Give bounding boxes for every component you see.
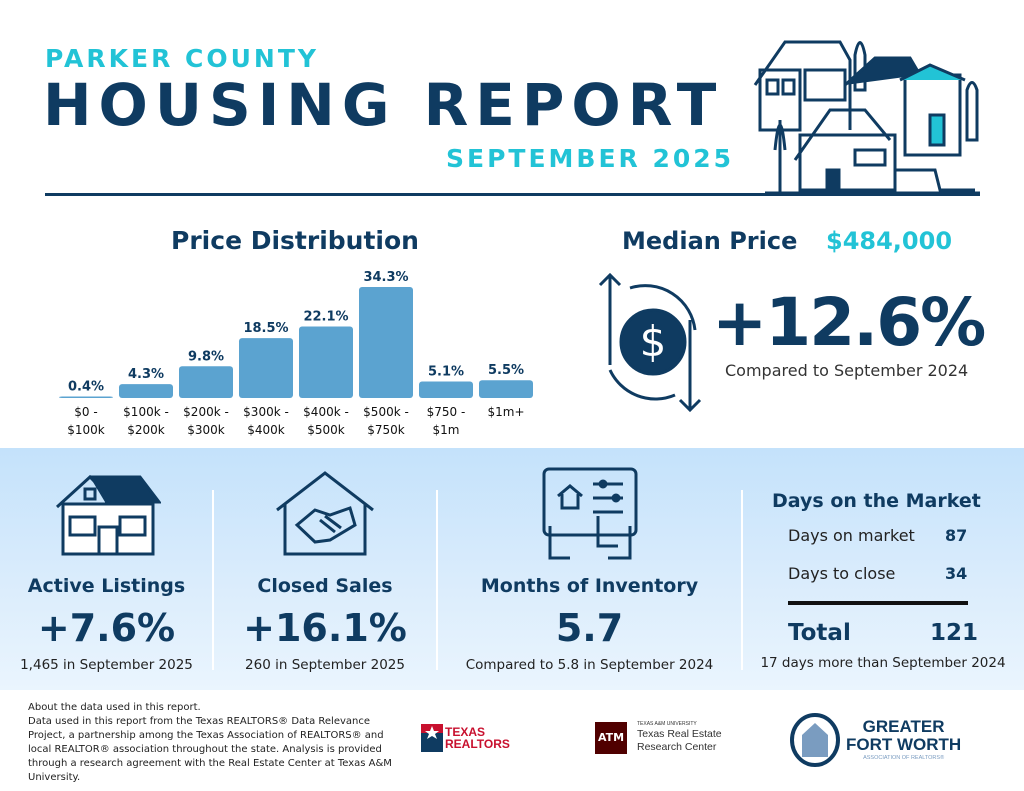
- bar: [179, 366, 233, 398]
- months-inventory-sub: Compared to 5.8 in September 2024: [465, 657, 714, 673]
- days-on-market-value: 87: [945, 526, 968, 545]
- logo-text: TEXAS A&M UNIVERSITY: [637, 721, 697, 727]
- price-distribution-title: Price Distribution: [171, 226, 419, 255]
- report-month: SEPTEMBER 2025: [446, 144, 735, 173]
- total-divider: [788, 601, 968, 605]
- logo-text: Texas Real Estate: [637, 728, 722, 740]
- bar: [299, 326, 353, 398]
- median-price-label: Median Price: [622, 227, 798, 255]
- days-on-market-title: Days on the Market: [772, 490, 981, 512]
- gfw-emblem-icon: [790, 713, 840, 767]
- handshake-house-icon: [276, 471, 374, 556]
- category-label: $0 -: [74, 405, 97, 419]
- total-value: 121: [930, 620, 979, 646]
- logo-text: FORT WORTH: [846, 735, 962, 754]
- tamu-emblem-icon: ATM: [595, 721, 627, 754]
- bar-value-label: 0.4%: [68, 380, 104, 395]
- texas-realtors-emblem-icon: [421, 724, 443, 752]
- tamu-logo: ATM TEXAS A&M UNIVERSITY Texas Real Esta…: [595, 721, 722, 754]
- divider: [741, 490, 743, 670]
- bar-value-label: 22.1%: [303, 309, 348, 324]
- category-label: $100k: [67, 423, 105, 437]
- bar: [359, 287, 413, 398]
- months-inventory-label: Months of Inventory: [480, 575, 699, 597]
- median-price-compare: Compared to September 2024: [725, 361, 969, 380]
- house-icon: [55, 474, 161, 556]
- logo-text: ASSOCIATION OF REALTORS®: [863, 755, 945, 761]
- bar-value-label: 4.3%: [128, 367, 164, 382]
- days-on-market-label: Days on market: [788, 526, 915, 545]
- tablet-icon: [542, 467, 638, 560]
- total-sub: 17 days more than September 2024: [760, 655, 1006, 671]
- logo-text: TEXAS: [445, 725, 486, 739]
- logo-text: GREATER: [862, 717, 945, 736]
- days-to-close-value: 34: [945, 564, 968, 583]
- category-label: $1m: [433, 423, 460, 437]
- active-listings-sub: 1,465 in September 2025: [20, 657, 193, 673]
- bar-value-label: 5.1%: [428, 364, 464, 379]
- bar-value-label: 18.5%: [243, 321, 288, 336]
- closed-sales-sub: 260 in September 2025: [245, 657, 405, 673]
- report-title: HOUSING REPORT: [43, 71, 724, 139]
- category-label: $400k: [247, 423, 285, 437]
- stats-panel: [0, 448, 1024, 690]
- header-divider: [45, 193, 980, 196]
- disclaimer-heading: About the data used in this report.: [28, 702, 201, 713]
- category-label: $1m+: [487, 405, 524, 419]
- category-label: $500k: [307, 423, 345, 437]
- closed-sales-value: +16.1%: [243, 606, 407, 650]
- bar-value-label: 34.3%: [363, 270, 408, 285]
- days-to-close-label: Days to close: [788, 564, 896, 583]
- bar: [479, 380, 533, 398]
- logo-text: Research Center: [637, 741, 717, 753]
- houses-illustration-icon: [753, 40, 980, 195]
- logo-text: REALTORS: [445, 737, 510, 751]
- bar: [119, 384, 173, 398]
- gfw-logo: GREATER FORT WORTH ASSOCIATION OF REALTO…: [790, 713, 961, 767]
- median-price-value: $484,000: [826, 227, 953, 255]
- category-label: $100k -: [123, 405, 169, 419]
- bar-value-label: 9.8%: [188, 349, 224, 364]
- bar: [239, 338, 293, 398]
- divider: [436, 490, 438, 670]
- texas-realtors-logo: TEXAS REALTORS: [421, 724, 510, 752]
- active-listings-label: Active Listings: [27, 575, 186, 597]
- category-label: $200k: [127, 423, 165, 437]
- months-inventory-value: 5.7: [555, 606, 624, 650]
- svg-text:$: $: [640, 317, 667, 366]
- category-label: $300k -: [243, 405, 289, 419]
- price-distribution-chart: 0.4% $0 - $100k 4.3% $100k - $200k 9.8% $200k -…: [59, 270, 533, 437]
- disclaimer-body: Data used in this report from the Texas …: [28, 716, 392, 783]
- closed-sales-label: Closed Sales: [257, 575, 393, 597]
- data-disclaimer: About the data used in this report. Data…: [28, 701, 408, 785]
- category-label: $750k: [367, 423, 405, 437]
- active-listings-value: +7.6%: [37, 606, 176, 650]
- dollar-exchange-icon: $: [598, 272, 702, 413]
- county-name: PARKER COUNTY: [45, 44, 320, 73]
- category-label: $300k: [187, 423, 225, 437]
- bar-value-label: 5.5%: [488, 363, 524, 378]
- category-label: $200k -: [183, 405, 229, 419]
- median-price-change: +12.6%: [712, 284, 986, 361]
- category-label: $500k -: [363, 405, 409, 419]
- total-label: Total: [788, 620, 851, 646]
- divider: [212, 490, 214, 670]
- category-label: $750 -: [427, 405, 466, 419]
- category-label: $400k -: [303, 405, 349, 419]
- bar: [59, 396, 113, 398]
- bar: [419, 381, 473, 398]
